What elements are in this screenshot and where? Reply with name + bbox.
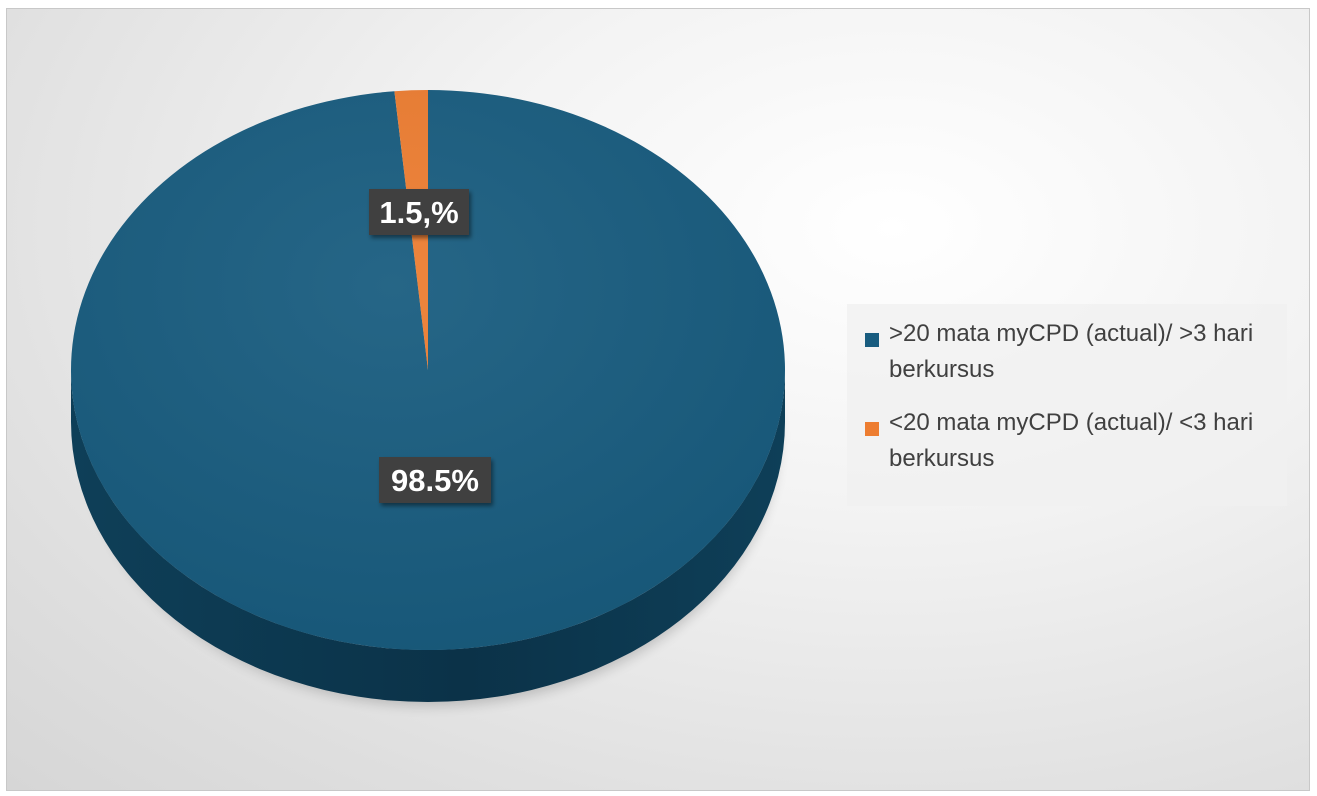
legend-swatch-above-20 [865, 333, 879, 347]
data-label-box-0 [379, 457, 491, 503]
legend-label-below-20: <20 mata myCPD (actual)/ <3 hari berkurs… [889, 409, 1254, 472]
data-label-0: 98.5% [379, 457, 491, 503]
legend-swatch-below-20 [865, 422, 879, 436]
data-label-text-0: 98.5% [391, 463, 479, 498]
pie-side-wall [71, 370, 785, 702]
legend-label-above-20: >20 mata myCPD (actual)/ >3 hari berkurs… [889, 320, 1254, 383]
data-label-box-1 [369, 189, 469, 235]
legend-item-above-20: >20 mata myCPD (actual)/ >3 hari berkurs… [865, 316, 1277, 388]
pie-top-shading [71, 90, 785, 650]
legend-item-below-20: <20 mata myCPD (actual)/ <3 hari berkurs… [865, 405, 1277, 477]
data-label-1: 1.5,% [369, 189, 469, 235]
legend: >20 mata myCPD (actual)/ >3 hari berkurs… [847, 304, 1287, 506]
data-label-text-1: 1.5,% [379, 195, 458, 230]
